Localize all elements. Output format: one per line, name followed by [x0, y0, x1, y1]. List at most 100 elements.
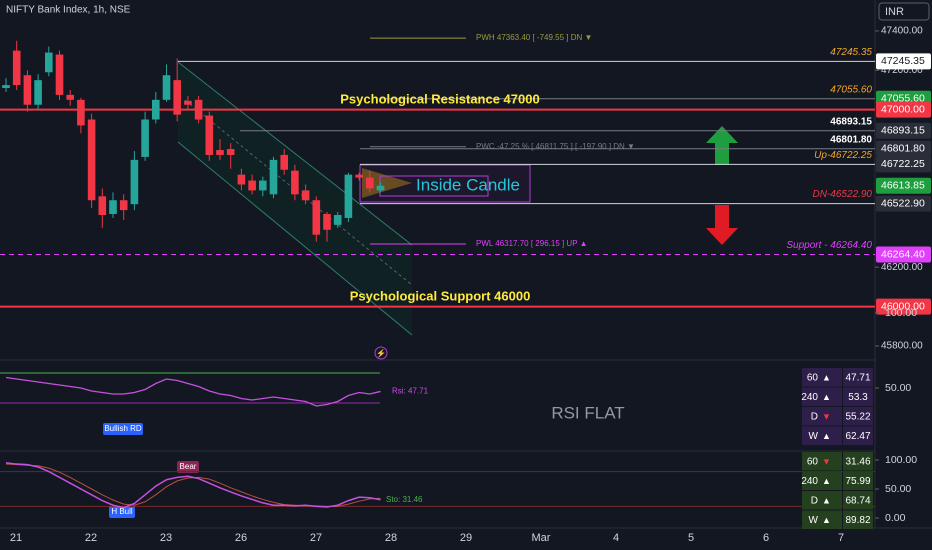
- annotation: Bullish RD: [104, 424, 142, 433]
- event-icon: [374, 346, 388, 360]
- candle-body: [162, 75, 171, 100]
- candle-body: [12, 50, 21, 86]
- y-tick-label: 50.00: [885, 382, 911, 394]
- table-value: 47.71: [845, 373, 870, 384]
- level-tag-label: 46000.00: [881, 300, 925, 312]
- candle-body: [98, 196, 107, 216]
- y-tick-label: 47200.00: [881, 65, 923, 76]
- table-dir: ▲: [822, 476, 831, 486]
- chart-title: NIFTY Bank Index, 1h, NSE: [6, 5, 131, 16]
- level-tag: [876, 177, 931, 194]
- currency-box: [878, 2, 930, 21]
- annotation: Psychological Resistance 47000: [340, 91, 539, 106]
- annotation: Bear: [180, 462, 197, 471]
- x-tick-label: 27: [310, 532, 322, 544]
- x-tick-label: 23: [160, 532, 172, 544]
- level-tag: [876, 140, 931, 157]
- table-cell: [802, 491, 842, 510]
- table-cell: [843, 510, 873, 529]
- table-cell: [802, 407, 842, 426]
- candle-body: [366, 177, 374, 189]
- candle-body: [248, 180, 256, 191]
- candle-body: [2, 85, 10, 89]
- annotation-tag: [177, 461, 199, 473]
- table-cell: [802, 471, 842, 490]
- level-tag-label: 46522.90: [881, 197, 925, 209]
- pw-label: PWL 46317.70 [ 296.15 ] UP ▲: [476, 239, 588, 248]
- table-dir: ▲: [822, 392, 831, 402]
- candle-body: [344, 174, 353, 218]
- table-cell: [843, 452, 873, 471]
- x-tick-label: Mar: [532, 532, 551, 544]
- candle-body: [194, 99, 203, 120]
- table-value: 53.3: [848, 392, 868, 403]
- rsi-line: [5, 376, 381, 407]
- y-tick-label: 47400.00: [881, 26, 923, 37]
- candle-body: [216, 150, 224, 155]
- candle-body: [184, 100, 192, 105]
- table-dir: ▲: [822, 495, 831, 505]
- stoch-k-line: [5, 462, 381, 509]
- channel-line: [177, 61, 413, 246]
- table-value: 68.74: [845, 496, 870, 507]
- level-tag: [876, 53, 931, 70]
- x-tick-label: 26: [235, 532, 247, 544]
- channel-line: [177, 141, 413, 336]
- candle-body: [141, 119, 149, 157]
- candle-body: [355, 174, 363, 178]
- level-note: 47245.35: [830, 47, 872, 58]
- level-tag: [876, 298, 931, 315]
- table-tf: 60: [807, 373, 819, 384]
- x-tick-label: 7: [838, 532, 844, 544]
- level-note: 47055.60: [830, 84, 872, 95]
- y-tick-label: 45800.00: [881, 341, 923, 352]
- table-dir: ▼: [822, 411, 831, 421]
- y-tick-label: 100.00: [885, 307, 917, 319]
- candle-body: [226, 149, 235, 155]
- candle-body: [23, 75, 32, 105]
- candle-body: [152, 99, 160, 120]
- table-dir: ▲: [822, 515, 831, 525]
- candle-body: [333, 215, 342, 225]
- table-tf: W: [809, 431, 819, 442]
- x-tick-label: 29: [460, 532, 472, 544]
- annotation: H Bull: [111, 507, 133, 516]
- annotation: Inside Candle: [416, 175, 520, 194]
- candle-body: [130, 159, 139, 205]
- table-dir: ▲: [822, 372, 831, 382]
- pw-label: PWC -47.25 % [ 46811.75 ] [ -197.90 ] DN…: [476, 142, 635, 151]
- table-value: 75.99: [845, 476, 870, 487]
- level-tag: [876, 195, 931, 212]
- pw-label: PWH 47363.40 [ -749.55 ] DN ▼: [476, 33, 592, 42]
- candle-body: [291, 170, 299, 195]
- level-tag: [876, 246, 931, 263]
- level-tag-label: 46613.85: [881, 179, 925, 191]
- table-value: 89.82: [845, 515, 870, 526]
- candle-body: [109, 200, 117, 215]
- table-cell: [802, 387, 842, 406]
- level-tag: [876, 101, 931, 118]
- inside-candle-triangle: [362, 168, 412, 198]
- level-tag-label: 46893.15: [881, 124, 925, 136]
- table-tf: D: [811, 412, 818, 423]
- x-tick-label: 28: [385, 532, 397, 544]
- level-note: Up-46722.25: [814, 150, 872, 161]
- x-tick-label: 4: [613, 532, 619, 544]
- candle-body: [376, 185, 385, 191]
- level-tag: [876, 122, 931, 139]
- table-value: 31.46: [845, 457, 870, 468]
- up-arrow: [706, 126, 738, 165]
- candle-body: [312, 200, 321, 235]
- table-cell: [802, 368, 842, 387]
- candle-body: [55, 54, 64, 95]
- x-tick-label: 5: [688, 532, 694, 544]
- table-cell: [843, 368, 873, 387]
- table-value: 62.47: [845, 431, 870, 442]
- candle-body: [87, 119, 96, 201]
- y-tick-label: 46200.00: [881, 262, 923, 273]
- level-tag-label: 46801.80: [881, 142, 925, 154]
- level-note: DN-46522.90: [813, 189, 873, 200]
- rsi-name: Rsi: 47.71: [392, 387, 429, 396]
- level-note: 46893.15: [830, 116, 872, 127]
